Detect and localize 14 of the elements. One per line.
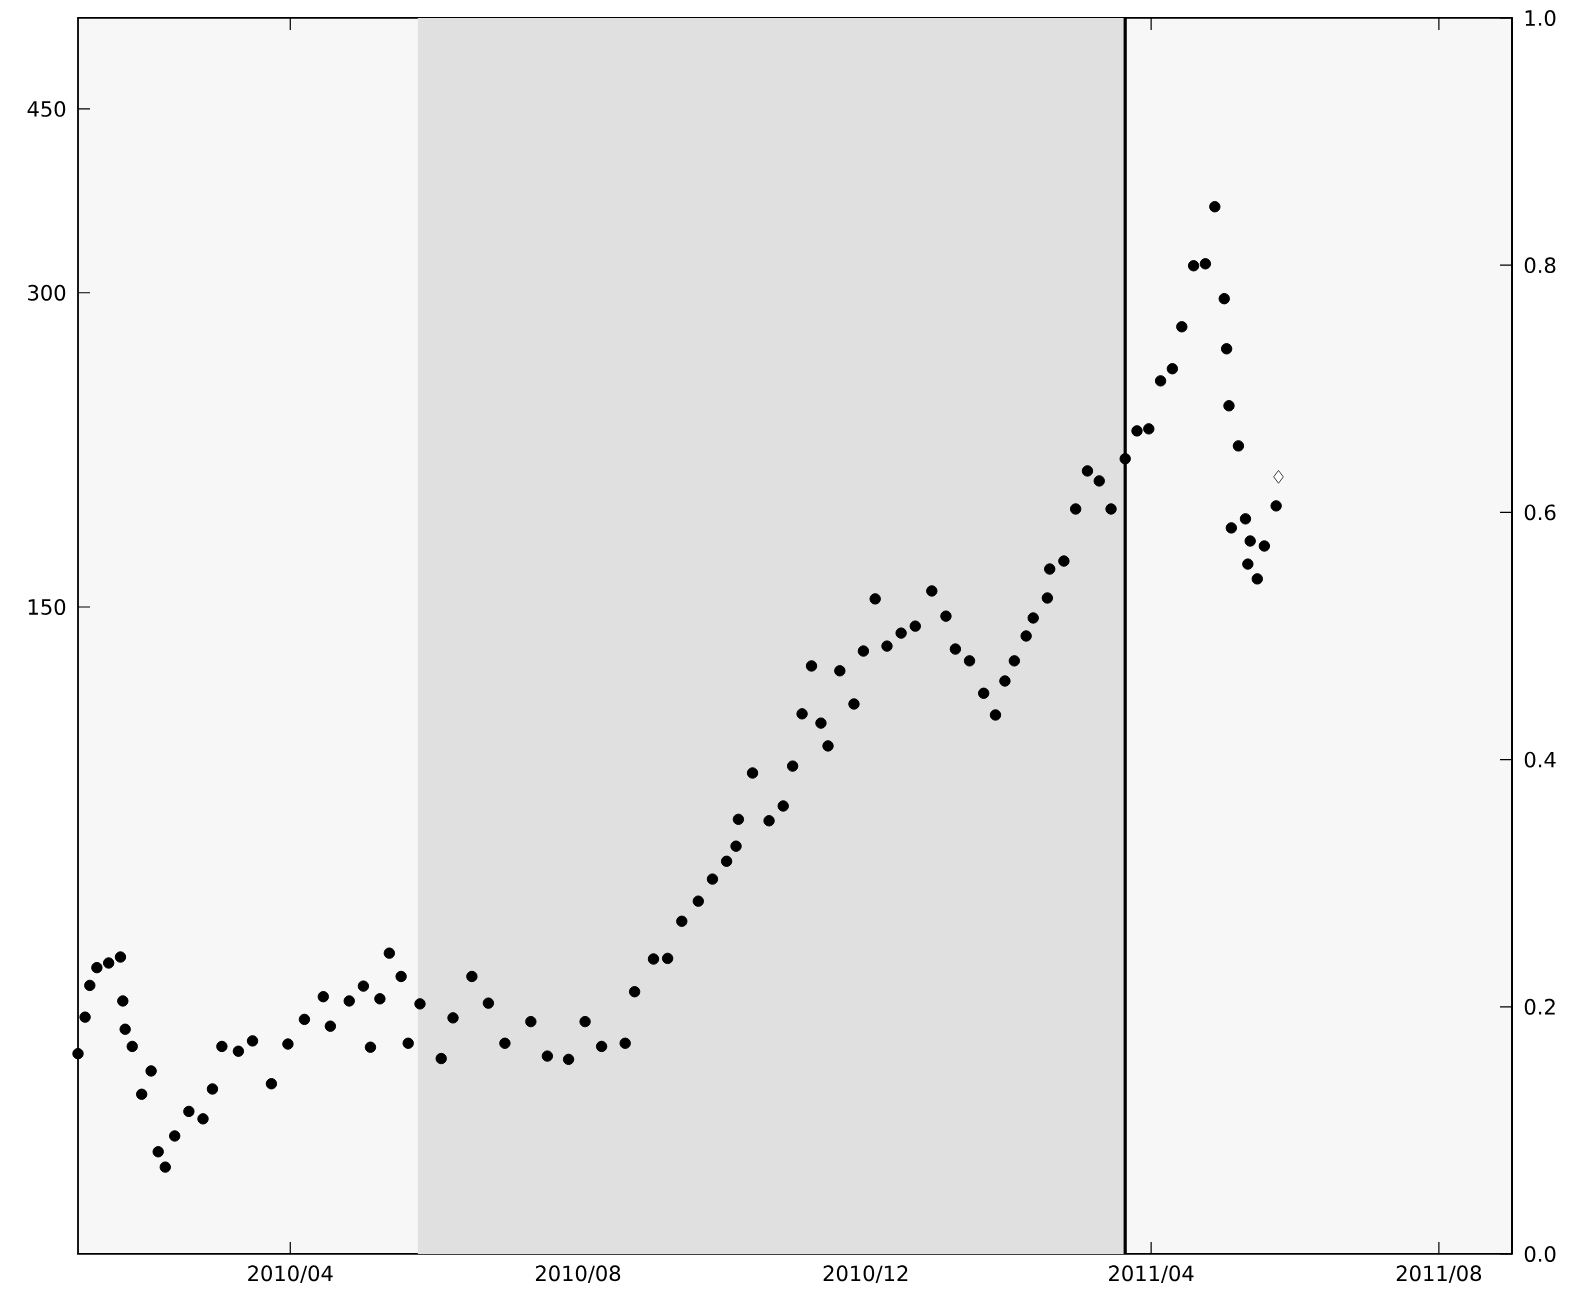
y2-tick-label: 0.8 <box>1524 257 1556 274</box>
x-tick-label: 2011/08 <box>1396 1265 1482 1283</box>
y-tick-label: 300 <box>28 284 66 301</box>
y-tick-label: 150 <box>28 599 66 615</box>
y2-tick-label: 0.4 <box>1524 751 1556 768</box>
x-tick-label: 2010/04 <box>248 1265 333 1283</box>
y2-tick-label: 1.0 <box>1525 10 1556 26</box>
x-tick-label: 2010/08 <box>535 1265 621 1283</box>
y2-tick-label: 0.2 <box>1524 998 1555 1015</box>
x-tick-label: 2011/04 <box>1109 1265 1194 1283</box>
y-tick-label: 450 <box>27 100 66 117</box>
y2-tick-label: 0.6 <box>1524 504 1556 521</box>
y2-tick-label: 0.0 <box>1524 1246 1556 1262</box>
x-tick-label: 2010/12 <box>823 1265 908 1283</box>
